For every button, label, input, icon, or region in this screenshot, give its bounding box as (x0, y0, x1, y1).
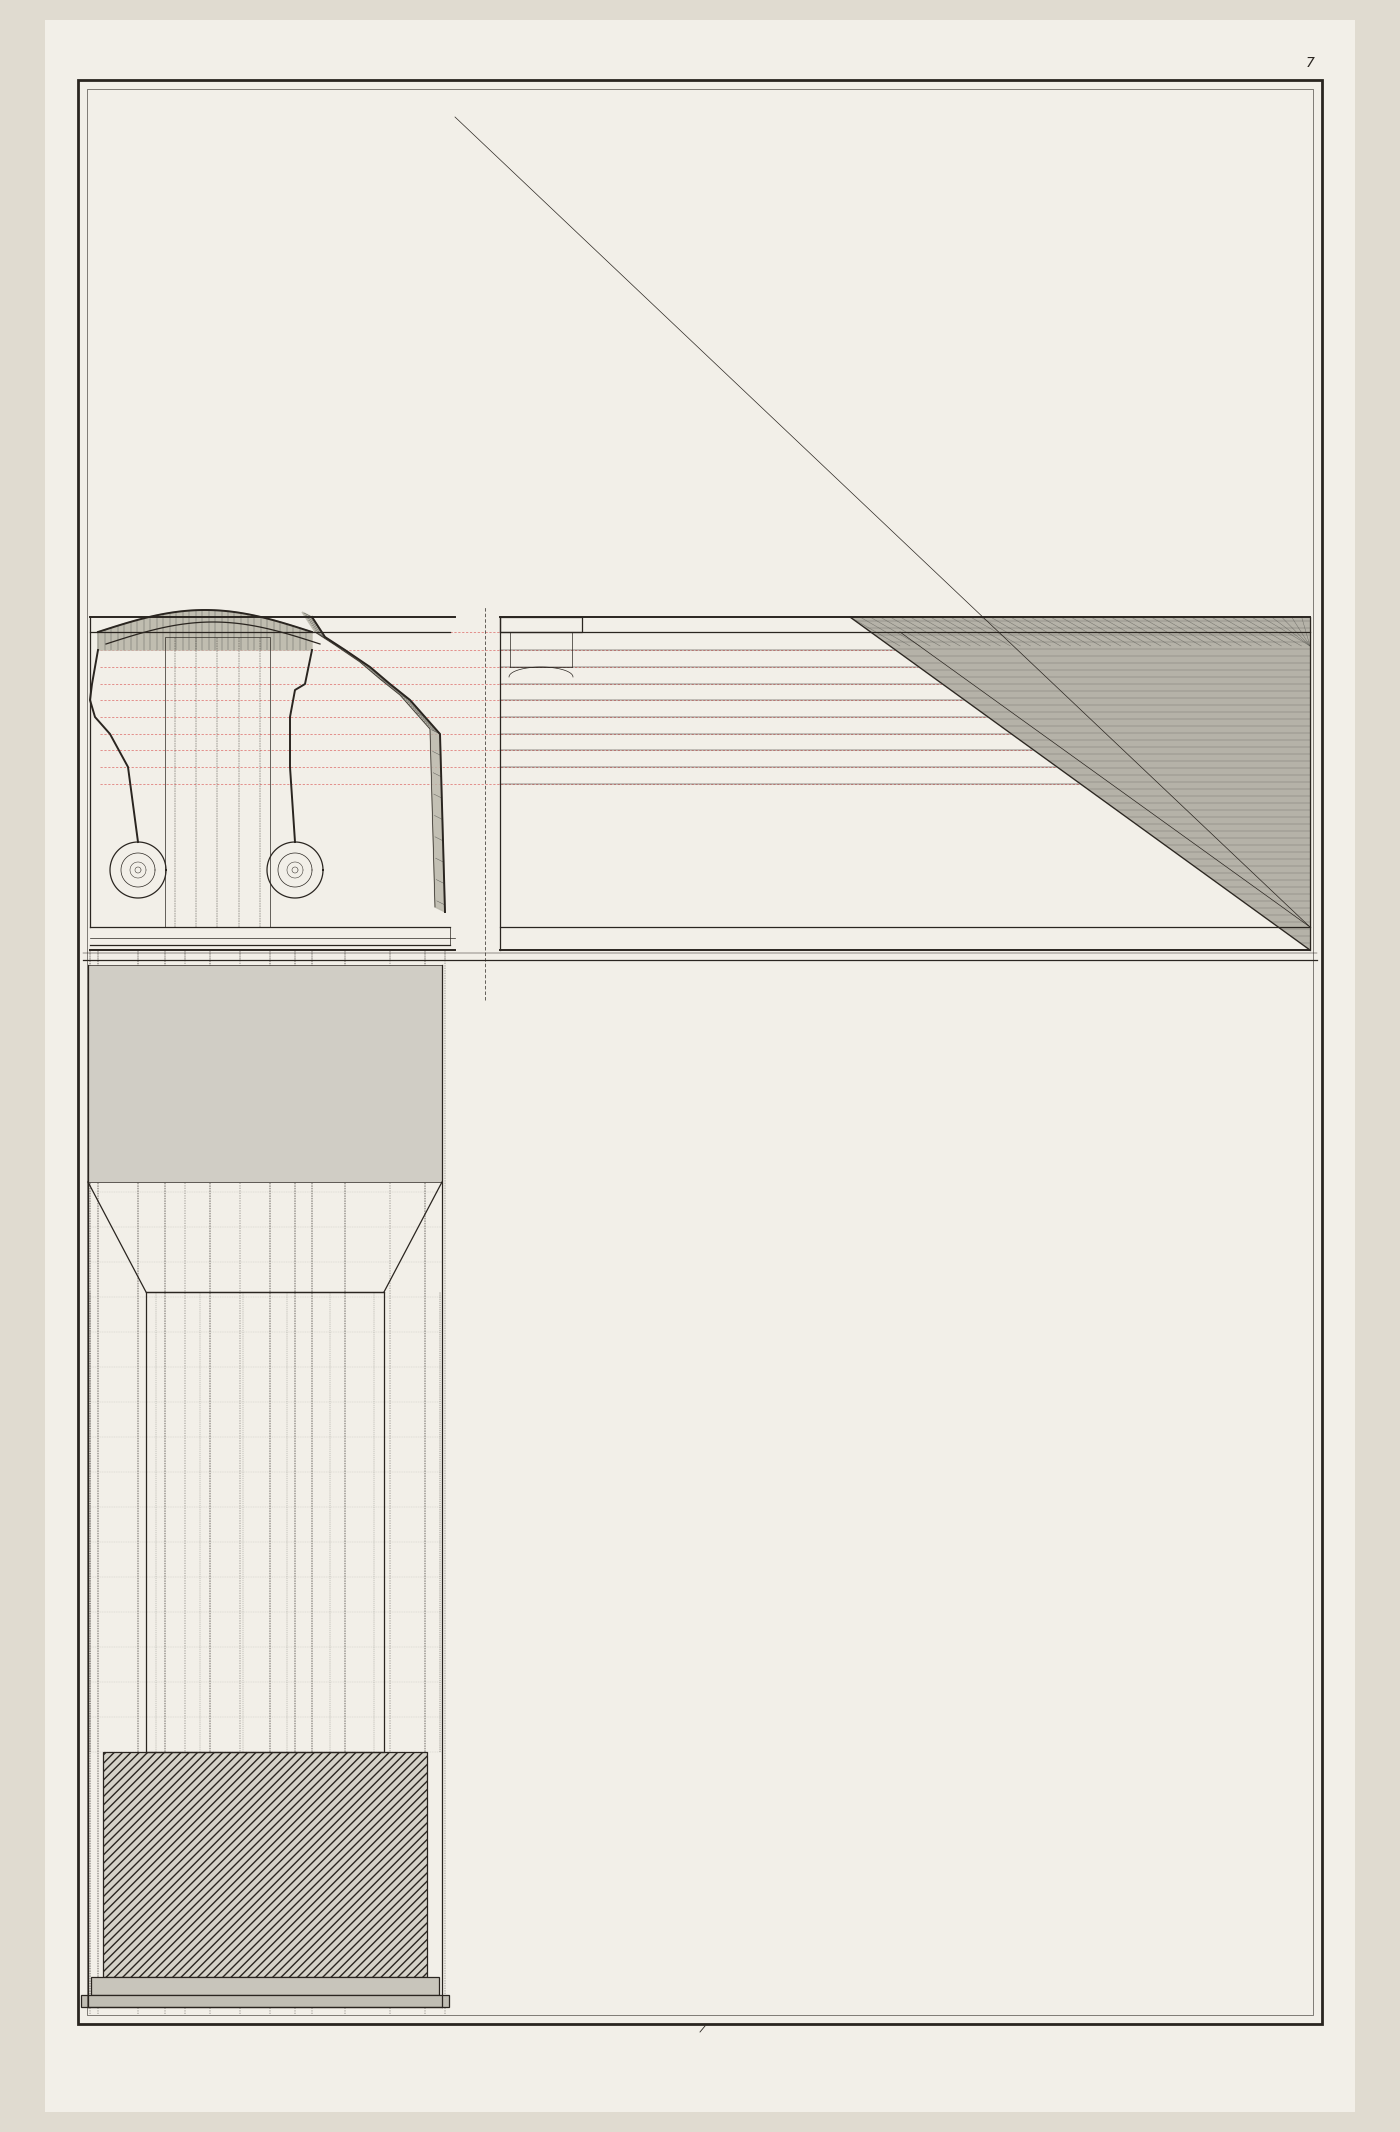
Bar (146, 1292, 384, 1753)
Text: 7: 7 (1306, 55, 1315, 70)
Bar (87, 90, 1313, 2015)
Bar (81, 1996, 449, 2006)
Bar (104, 1753, 427, 1976)
Polygon shape (98, 610, 312, 650)
Bar (88, 966, 442, 1181)
Bar (500, 616, 582, 631)
Polygon shape (850, 616, 1310, 951)
Polygon shape (302, 612, 445, 912)
Bar (165, 637, 270, 927)
Bar (78, 81, 1322, 2023)
Bar (91, 1976, 440, 1996)
